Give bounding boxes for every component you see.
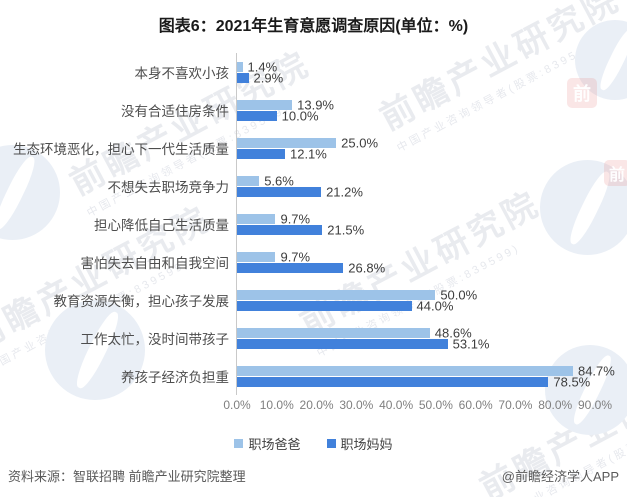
bar-group: 50.0% 44.0% <box>236 281 594 319</box>
legend-item: 职场爸爸 <box>234 434 301 453</box>
data-label: 48.6% <box>434 325 472 340</box>
bar-职场妈妈: 2.9% <box>237 70 283 85</box>
bar-rows: 本身不喜欢小孩 1.4% 2.9% 没有合适住房条件 13.9% 10.0% 生态环境恶化，… <box>6 53 627 395</box>
legend-label: 职场爸爸 <box>248 437 301 452</box>
x-tick-label: 20.0% <box>299 398 334 412</box>
category-label: 担心降低自己生活质量 <box>94 218 229 233</box>
legend-item: 职场妈妈 <box>326 434 393 453</box>
chart-row: 没有合适住房条件 13.9% 10.0% <box>6 91 627 129</box>
data-label: 78.5% <box>553 374 591 389</box>
x-tick-label: 90.0% <box>577 398 613 412</box>
category-label: 不想失去职场竞争力 <box>107 180 230 195</box>
data-label: 13.9% <box>297 97 334 112</box>
category-label: 教育资源失衡，担心孩子发展 <box>53 294 230 309</box>
source-note: 资料来源：智联招聘 前瞻产业研究院整理 <box>8 469 246 484</box>
chart-row: 教育资源失衡，担心孩子发展 50.0% 44.0% <box>6 281 627 319</box>
bar-职场妈妈: 21.2% <box>237 184 363 199</box>
bar-group: 25.0% 12.1% <box>236 129 594 167</box>
bar-职场爸爸: 1.4% <box>237 59 277 74</box>
bar-group: 9.7% 21.5% <box>236 205 594 243</box>
bar-职场妈妈: 44.0% <box>237 298 453 313</box>
chart-footer: 资料来源：智联招聘 前瞻产业研究院整理 @前瞻经济学人APP <box>8 466 619 485</box>
chart-row: 不想失去职场竞争力 5.6% 21.2% <box>6 167 627 205</box>
category-label: 生态环境恶化，担心下一代生活质量 <box>13 142 229 157</box>
chart-row: 害怕失去自由和自我空间 9.7% 26.8% <box>6 243 627 281</box>
x-axis-ticks: 0.0% 10.0% 20.0% 30.0% 40.0% 50.0% 60.0% 70.0% 8… <box>223 398 612 414</box>
x-tick-label: 30.0% <box>339 398 374 412</box>
legend-label: 职场妈妈 <box>340 437 393 452</box>
bar-职场爸爸: 84.7% <box>237 363 615 378</box>
chart-row: 本身不喜欢小孩 1.4% 2.9% <box>6 53 627 91</box>
x-tick-label: 60.0% <box>458 398 493 412</box>
chart-legend: 职场爸爸 职场妈妈 <box>0 434 627 453</box>
data-label: 26.8% <box>348 260 386 275</box>
data-label: 12.1% <box>289 146 327 161</box>
data-label: 50.0% <box>440 287 478 302</box>
data-label: 53.1% <box>452 336 490 351</box>
category-label: 养孩子经济负担重 <box>121 370 229 385</box>
bar-group: 1.4% 2.9% <box>236 53 594 91</box>
data-label: 21.5% <box>327 222 365 237</box>
data-label: 44.0% <box>416 298 454 313</box>
bar-职场爸爸: 48.6% <box>237 325 472 340</box>
x-tick-label: 0.0% <box>223 398 251 412</box>
x-tick-label: 70.0% <box>498 398 533 412</box>
category-label: 没有合适住房条件 <box>121 104 229 119</box>
x-tick-label: 50.0% <box>418 398 453 412</box>
x-tick-label: 80.0% <box>538 398 573 412</box>
chart-row: 养孩子经济负担重 84.7% 78.5% <box>6 357 627 395</box>
bar-职场妈妈: 12.1% <box>237 146 327 161</box>
bar-职场妈妈: 78.5% <box>237 374 590 389</box>
bar-职场爸爸: 13.9% <box>237 97 334 112</box>
category-label: 害怕失去自由和自我空间 <box>80 256 230 271</box>
data-label: 1.4% <box>247 59 278 74</box>
category-label: 工作太忙，没时间带孩子 <box>80 332 230 347</box>
chart-row: 生态环境恶化，担心下一代生活质量 25.0% 12.1% <box>6 129 627 167</box>
data-label: 21.2% <box>326 184 363 199</box>
data-label: 25.0% <box>341 135 379 150</box>
bar-group: 84.7% 78.5% <box>236 357 615 395</box>
data-label: 10.0% <box>281 108 319 123</box>
bar-group: 5.6% 21.2% <box>236 167 594 205</box>
bar-职场爸爸: 9.7% <box>237 211 310 226</box>
legend-swatch <box>234 439 244 448</box>
bar-职场爸爸: 25.0% <box>237 135 378 150</box>
bar-group: 13.9% 10.0% <box>236 91 594 129</box>
chart-row: 工作太忙，没时间带孩子 48.6% 53.1% <box>6 319 627 357</box>
bar-职场妈妈: 21.5% <box>237 222 364 237</box>
x-tick-label: 10.0% <box>259 398 294 412</box>
chart-row: 担心降低自己生活质量 9.7% 21.5% <box>6 205 627 243</box>
data-label: 9.7% <box>280 211 311 226</box>
credit-note: @前瞻经济学人APP <box>501 469 619 484</box>
bar-职场妈妈: 53.1% <box>237 336 490 351</box>
category-label: 本身不喜欢小孩 <box>134 66 230 81</box>
bar-职场爸爸: 9.7% <box>237 249 310 264</box>
legend-swatch <box>326 439 336 448</box>
data-label: 9.7% <box>280 249 311 264</box>
data-label: 5.6% <box>264 173 294 188</box>
bar-职场爸爸: 50.0% <box>237 287 477 302</box>
bar-group: 48.6% 53.1% <box>236 319 594 357</box>
bar-group: 9.7% 26.8% <box>236 243 594 281</box>
bar-职场爸爸: 5.6% <box>237 173 294 188</box>
chart-title: 图表6：2021年生育意愿调查原因(单位：%) <box>158 18 469 35</box>
bar-职场妈妈: 26.8% <box>237 260 385 275</box>
x-tick-label: 40.0% <box>379 398 414 412</box>
data-label: 2.9% <box>253 70 284 85</box>
bar-职场妈妈: 10.0% <box>237 108 319 123</box>
